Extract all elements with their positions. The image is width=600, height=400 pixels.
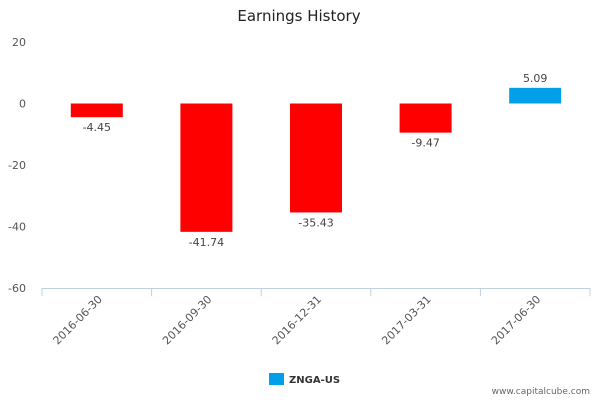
- x-tick-label: 2017-03-31: [379, 293, 433, 347]
- chart-title: Earnings History: [237, 7, 360, 25]
- data-labels: -4.45 -41.74 -35.43 -9.47 5.09: [83, 72, 548, 249]
- y-tick-label: -60: [8, 282, 26, 295]
- y-tick-label: -40: [8, 221, 26, 234]
- y-tick-label: 20: [12, 36, 26, 49]
- credit-text: www.capitalcube.com: [492, 387, 590, 397]
- x-axis: 2016-06-30 2016-09-30 2016-12-31 2017-03-31…: [41, 288, 591, 347]
- data-label: -41.74: [189, 236, 224, 249]
- bar: [180, 103, 233, 232]
- legend-swatch: [269, 373, 284, 385]
- x-tick-label: 2016-06-30: [51, 293, 105, 347]
- x-tick-label: 2016-09-30: [160, 293, 214, 347]
- legend-label: ZNGA-US: [289, 375, 340, 386]
- bar: [70, 103, 123, 118]
- y-axis: 20 0 -20 -40 -60: [8, 36, 26, 295]
- data-label: -9.47: [411, 137, 439, 150]
- data-label: -4.45: [83, 121, 111, 134]
- y-tick-label: 0: [19, 98, 26, 111]
- legend[interactable]: ZNGA-US: [269, 373, 340, 386]
- bar: [290, 103, 342, 213]
- x-tick-label: 2017-06-30: [489, 293, 543, 347]
- data-label: 5.09: [523, 72, 548, 85]
- bar: [509, 87, 562, 104]
- x-tick-label: 2016-12-31: [270, 293, 324, 347]
- data-label: -35.43: [298, 216, 333, 229]
- bar-series: [70, 87, 562, 232]
- y-tick-label: -20: [8, 159, 26, 172]
- bar: [399, 103, 452, 133]
